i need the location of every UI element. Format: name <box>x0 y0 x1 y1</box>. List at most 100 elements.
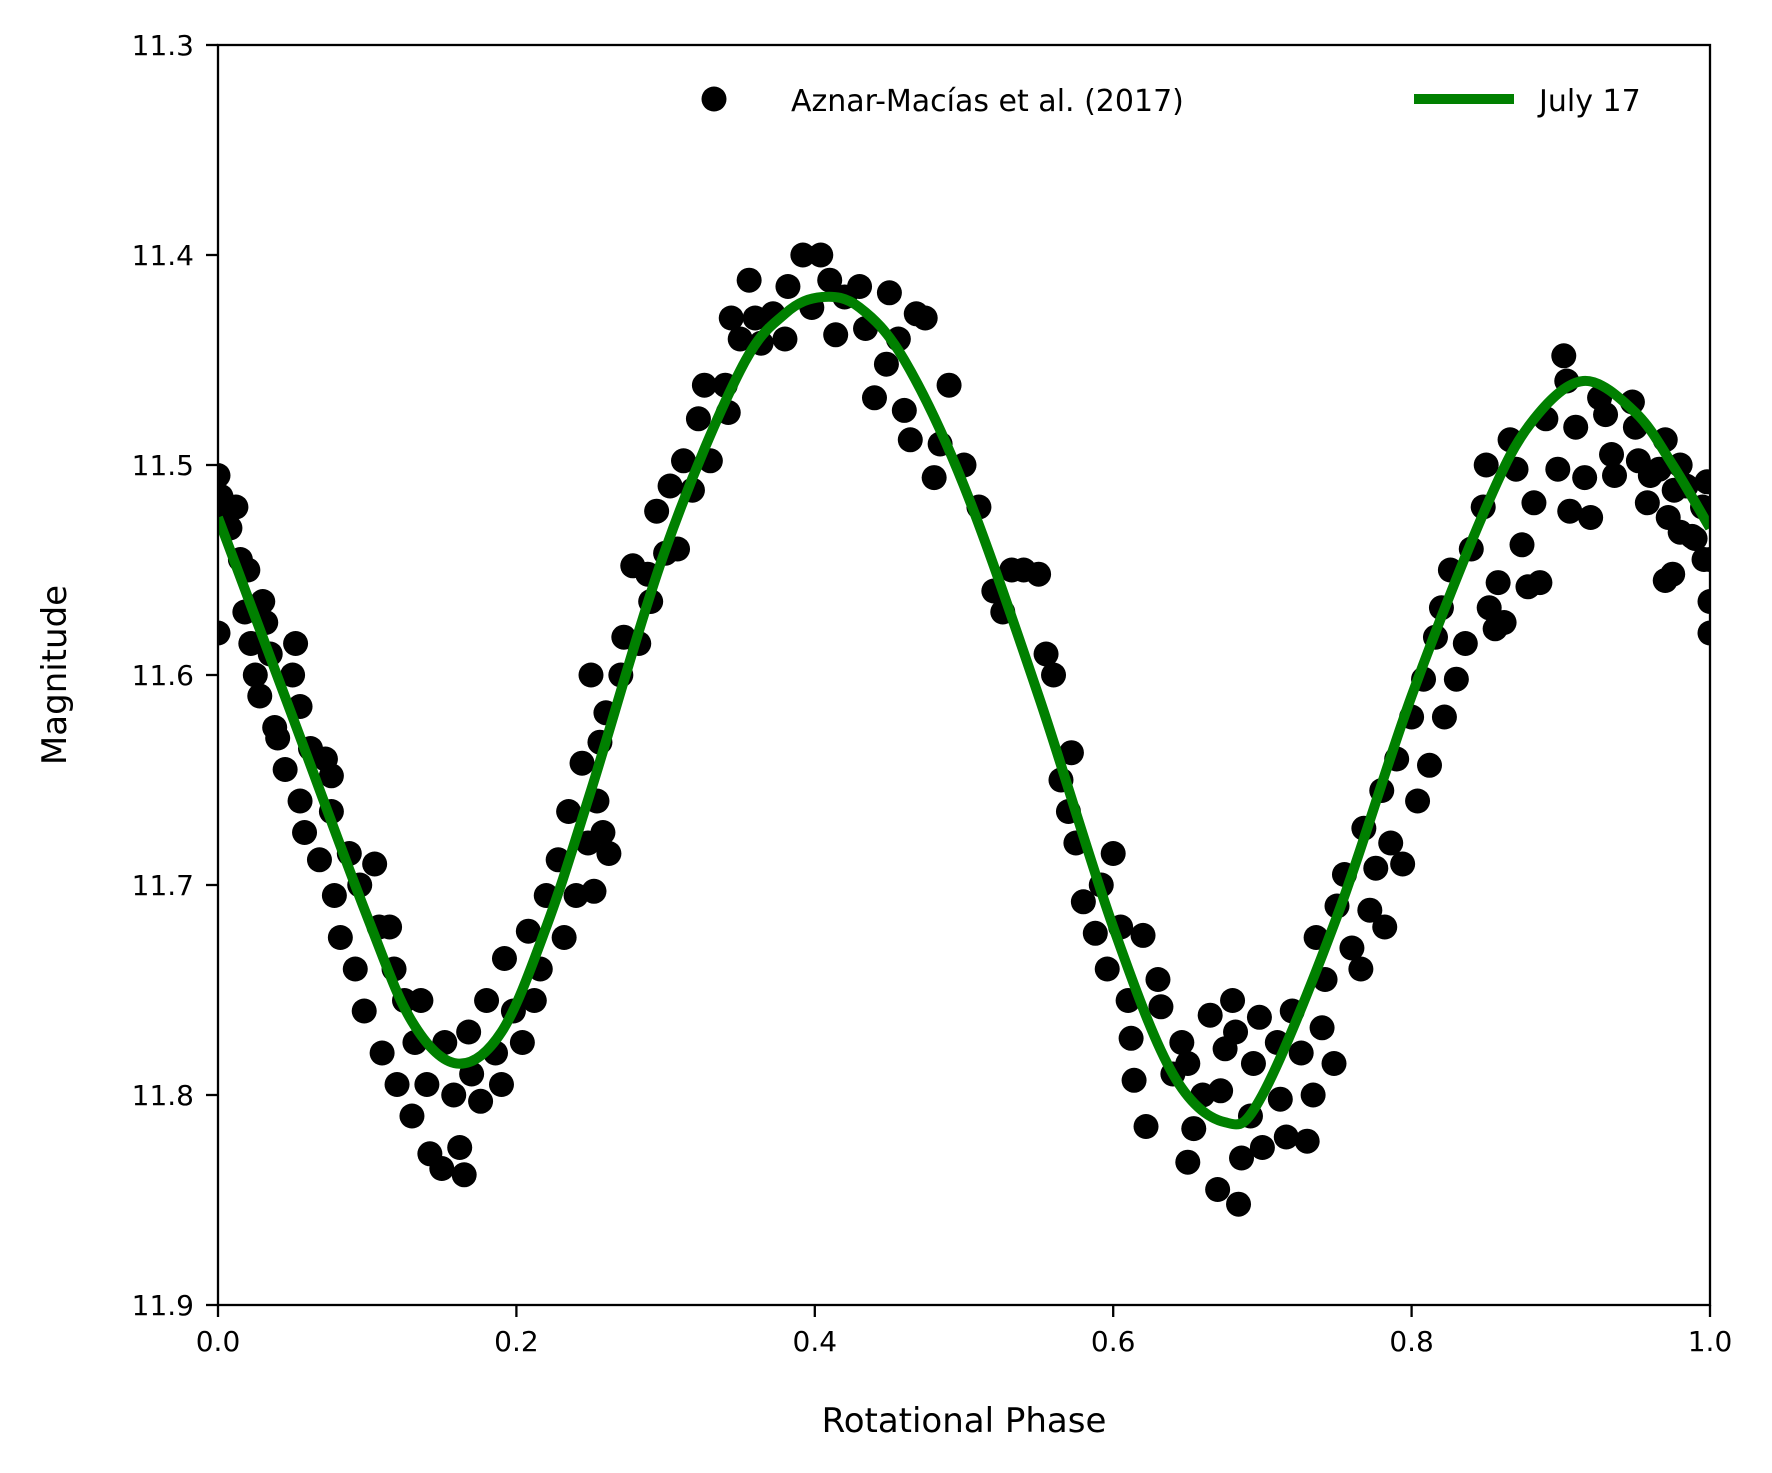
y-tick-label: 11.7 <box>132 869 194 902</box>
data-point <box>1058 740 1084 766</box>
data-point <box>515 918 541 944</box>
legend-marker-scatter <box>701 86 727 112</box>
data-point <box>1175 1051 1201 1076</box>
data-point <box>456 1019 482 1045</box>
data-point <box>223 494 249 520</box>
y-tick-label: 11.4 <box>132 239 194 272</box>
data-point <box>1094 956 1120 982</box>
data-point <box>1443 666 1469 692</box>
data-point <box>921 465 947 491</box>
data-point <box>327 925 353 950</box>
y-axis-label: Magnitude <box>35 585 75 765</box>
data-point <box>691 372 717 398</box>
data-point <box>1070 889 1096 915</box>
data-point <box>790 242 816 268</box>
data-point <box>247 683 273 709</box>
data-point <box>685 406 711 432</box>
y-tick-label: 11.9 <box>132 1289 194 1322</box>
data-point <box>1223 1019 1249 1045</box>
data-point <box>671 448 697 474</box>
data-point <box>1033 641 1059 667</box>
data-point <box>1357 897 1383 923</box>
data-point <box>218 463 231 488</box>
data-point <box>218 620 231 646</box>
data-point <box>1041 662 1067 688</box>
data-point <box>1378 830 1404 856</box>
y-tick-label: 11.8 <box>132 1079 194 1112</box>
data-point <box>1229 1145 1255 1171</box>
data-point <box>342 956 368 982</box>
data-point <box>873 351 899 377</box>
data-point <box>1572 465 1598 491</box>
data-point <box>1205 1177 1231 1202</box>
data-point <box>351 998 377 1024</box>
legend-label-scatter: Aznar-Macías et al. (2017) <box>791 84 1184 119</box>
data-point <box>1405 788 1431 814</box>
data-point <box>1390 851 1416 877</box>
data-point <box>823 322 849 348</box>
data-point <box>1599 442 1625 467</box>
data-point <box>1148 994 1174 1020</box>
data-point <box>1267 1086 1293 1112</box>
data-point <box>1363 855 1389 881</box>
data-point <box>468 1088 494 1114</box>
data-point <box>318 763 344 789</box>
x-tick-label: 0.4 <box>793 1325 838 1358</box>
data-point <box>1473 452 1499 478</box>
data-point <box>891 397 917 423</box>
data-point <box>521 988 547 1013</box>
data-point <box>1100 841 1126 866</box>
data-point <box>581 878 607 904</box>
data-point <box>280 662 306 688</box>
data-point <box>569 750 595 776</box>
data-point <box>727 326 753 352</box>
y-tick-label: 11.6 <box>132 659 194 692</box>
data-point <box>1130 922 1156 948</box>
data-point <box>369 1040 395 1066</box>
data-point <box>1246 1004 1272 1030</box>
data-point <box>429 1156 455 1181</box>
data-point <box>1697 589 1710 614</box>
data-point <box>551 925 577 950</box>
data-point <box>242 662 268 688</box>
data-point <box>1273 1124 1299 1150</box>
data-point <box>912 305 938 331</box>
data-point <box>1452 631 1478 656</box>
data-point <box>1220 988 1246 1013</box>
data-point <box>644 498 670 524</box>
data-point <box>1339 935 1365 961</box>
data-point <box>1118 1025 1144 1051</box>
data-point <box>1527 570 1553 596</box>
data-point <box>1697 620 1710 646</box>
data-point <box>1485 570 1511 596</box>
x-tick-label: 1.0 <box>1688 1325 1733 1358</box>
data-point <box>1240 1051 1266 1076</box>
data-point <box>306 847 332 873</box>
data-point <box>556 799 582 824</box>
legend-label-line: July 17 <box>1537 84 1641 119</box>
data-point <box>1181 1116 1207 1142</box>
data-point <box>1226 1191 1252 1217</box>
data-point <box>509 1030 535 1055</box>
data-point <box>772 326 798 352</box>
fit-line-july-17 <box>218 291 1710 1130</box>
x-tick-label: 0.8 <box>1389 1325 1434 1358</box>
data-point <box>283 631 309 656</box>
data-point <box>1697 547 1710 572</box>
data-point <box>817 267 843 293</box>
data-point <box>488 1072 514 1097</box>
data-point <box>474 988 500 1013</box>
data-point <box>1509 532 1535 558</box>
data-point <box>1348 956 1374 982</box>
data-point <box>1145 967 1171 992</box>
data-point <box>1593 402 1619 428</box>
data-point <box>1431 704 1457 730</box>
x-axis-label: Rotational Phase <box>822 1401 1107 1441</box>
data-point <box>861 385 887 411</box>
data-point <box>1121 1067 1147 1093</box>
y-tick-label: 11.3 <box>132 29 194 62</box>
data-point <box>447 1135 473 1160</box>
data-point <box>936 372 962 398</box>
data-point <box>292 820 318 845</box>
